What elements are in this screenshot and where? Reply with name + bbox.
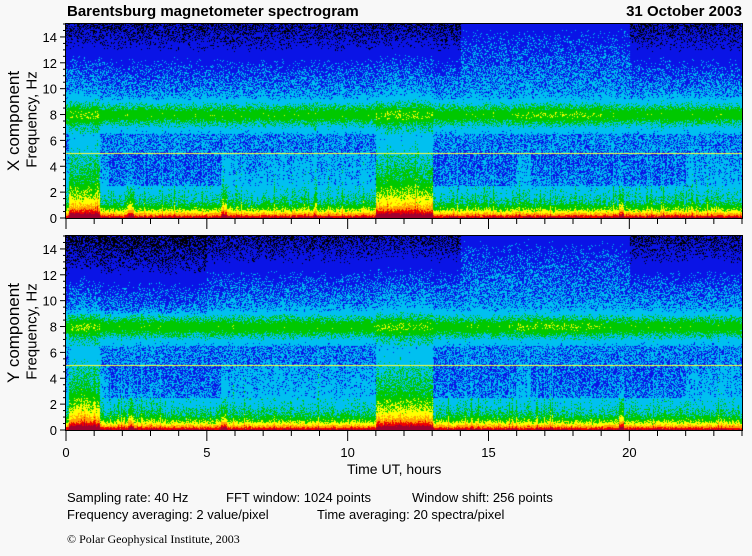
y-tick-label: 14: [43, 242, 57, 257]
x-tick-label: 15: [481, 445, 495, 460]
x-tick-label: 10: [340, 445, 354, 460]
y-tick-label: 14: [43, 30, 57, 45]
y-tick-label: 2: [50, 185, 57, 200]
frequency-averaging: Frequency averaging: 2 value/pixel: [67, 507, 269, 522]
plot-frame: [65, 235, 743, 431]
y-tick-label: 4: [50, 159, 57, 174]
y-tick-label: 4: [50, 371, 57, 386]
fft-window: FFT window: 1024 points: [226, 490, 371, 505]
plot-frame: [65, 23, 743, 219]
x-axis-label: Time UT, hours: [347, 461, 442, 477]
x-tick-label: 5: [203, 445, 210, 460]
x-component-spectrogram: [66, 24, 742, 218]
y-tick-label: 0: [50, 423, 57, 438]
chart-date: 31 October 2003: [626, 3, 742, 20]
panel-x-label: X component: [4, 70, 23, 172]
x-tick-label: 20: [622, 445, 636, 460]
panel-y-ylabel: Frequency, Hz: [23, 283, 41, 380]
sampling-rate: Sampling rate: 40 Hz: [67, 490, 189, 505]
y-tick-label: 12: [43, 268, 57, 283]
y-tick-label: 10: [43, 82, 57, 97]
window-shift: Window shift: 256 points: [412, 490, 553, 505]
panel-y-label: Y component: [4, 283, 23, 383]
panel-x-ylabel: Frequency, Hz: [23, 71, 41, 168]
y-tick-label: 0: [50, 211, 57, 226]
y-component-spectrogram: [66, 236, 742, 430]
x-tick-label: 0: [62, 445, 69, 460]
time-averaging: Time averaging: 20 spectra/pixel: [317, 507, 505, 522]
chart-title: Barentsburg magnetometer spectrogram: [67, 3, 359, 20]
y-tick-label: 6: [50, 133, 57, 148]
y-tick-label: 2: [50, 397, 57, 412]
copyright: © Polar Geophysical Institute, 2003: [67, 532, 240, 546]
y-tick-label: 8: [50, 108, 57, 123]
y-tick-label: 6: [50, 345, 57, 360]
y-tick-label: 10: [43, 294, 57, 309]
y-tick-label: 12: [43, 56, 57, 71]
y-tick-label: 8: [50, 320, 57, 335]
